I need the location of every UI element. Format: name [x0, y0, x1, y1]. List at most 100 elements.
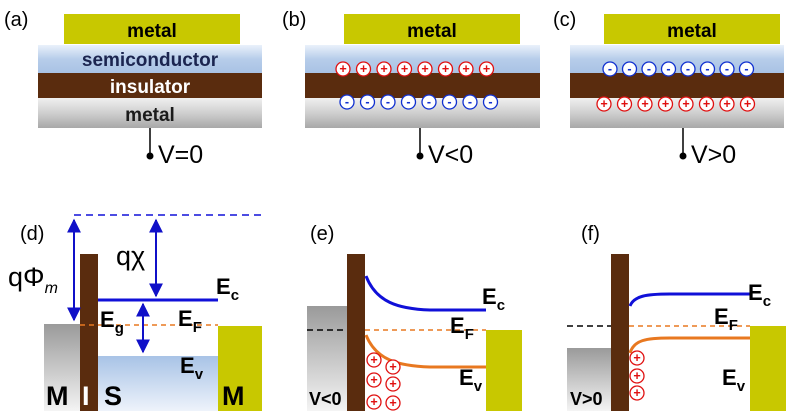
metal-gate-c: [604, 14, 780, 44]
contact-dot-b: [416, 152, 424, 160]
insulator-barrier-d: [80, 254, 98, 411]
valence-band-region-d: [98, 356, 218, 411]
positive-charge-sign: +: [370, 395, 377, 409]
panel-b: (b) metal + + + + + + + + - - - - - - - - V<0: [282, 9, 540, 169]
region-label-semiconductor: S: [104, 381, 122, 411]
panel-a: (a) metal semiconductor insulator metal …: [4, 9, 262, 169]
eg-label-d: Eg: [100, 307, 124, 337]
ec-label-e: Ec: [482, 284, 505, 314]
positive-charge-sign: +: [442, 62, 449, 76]
insulator-label-a: insulator: [110, 77, 191, 98]
positive-charge-circle: [437, 61, 454, 77]
positive-charge-sign: +: [389, 360, 396, 374]
metal-gate-label-b: metal: [407, 21, 457, 42]
negative-charge-circle: [738, 61, 755, 77]
insulator-layer-b: [305, 73, 540, 98]
negative-charge-circle: [380, 94, 396, 110]
positive-charge-circle: [366, 352, 382, 368]
region-label-metal-right: M: [222, 381, 245, 411]
negative-charge-sign: -: [744, 62, 748, 76]
conduction-band-curve-f: [628, 292, 750, 307]
positive-charge-sign: +: [370, 353, 377, 367]
positive-charge-sign: +: [703, 97, 710, 111]
positive-charge-sign: +: [600, 97, 607, 111]
positive-charge-sign: +: [483, 62, 490, 76]
positive-charge-circle: [629, 350, 645, 366]
ev-label-d: Ev: [180, 353, 204, 383]
negative-charge-circle: [359, 94, 376, 110]
metal-left-band-f: [567, 348, 611, 411]
contact-dot-c: [679, 152, 687, 160]
panel-e: (e) + + + + + + Ec EF Ev V<0: [307, 223, 522, 411]
positive-charge-sign: +: [389, 377, 396, 391]
positive-charge-sign: +: [370, 373, 377, 387]
ec-label-f: Ec: [748, 280, 771, 310]
panel-tag-b: (b): [282, 9, 306, 31]
valence-band-curve-f: [628, 336, 750, 354]
positive-charge-circle: [366, 372, 382, 388]
metal-right-band-e: [486, 330, 522, 411]
negative-charge-circle: [719, 61, 735, 77]
panel-f: (f) + + + Ec EF Ev V>0: [567, 223, 786, 411]
panel-d: (d) qΦm qχ Ec Eg EF Ev M I S M: [8, 214, 262, 411]
ec-label-d: Ec: [216, 274, 239, 304]
insulator-barrier-e: [347, 254, 365, 411]
negative-charge-sign: -: [345, 95, 349, 109]
positive-charge-sign: +: [744, 97, 751, 111]
voltage-label-f: V>0: [570, 389, 603, 409]
region-label-insulator: I: [82, 381, 90, 411]
insulator-barrier-f: [611, 254, 629, 411]
negative-charge-sign: -: [386, 95, 390, 109]
positive-charge-circle: [637, 96, 653, 112]
positive-charge-sign: +: [633, 351, 640, 365]
positive-charge-circle: [385, 376, 401, 392]
voltage-label-b: V<0: [428, 141, 473, 169]
negative-charge-sign: -: [608, 62, 612, 76]
panel-tag-a: (a): [4, 9, 28, 31]
conduction-band-curve-e: [364, 275, 486, 312]
positive-charge-circle: [355, 61, 372, 77]
voltage-label-e: V<0: [309, 389, 342, 409]
negative-charge-sign: -: [427, 95, 431, 109]
positive-charge-circle: [719, 96, 735, 112]
metal-left-band-e: [307, 306, 347, 411]
negative-charge-sign: -: [647, 62, 651, 76]
positive-charge-circle: [385, 359, 401, 375]
positive-charge-sign: +: [723, 97, 730, 111]
positive-charge-sign: +: [633, 386, 640, 400]
negative-charge-circle: [621, 61, 638, 77]
voltage-label-c: V>0: [691, 141, 736, 169]
positive-charge-sign: +: [621, 97, 628, 111]
positive-charge-circle: [629, 385, 645, 401]
voltage-label-a: V=0: [158, 141, 203, 169]
negative-charge-sign: -: [666, 62, 670, 76]
negative-charge-sign: -: [627, 62, 631, 76]
negative-charge-sign: -: [686, 62, 690, 76]
positive-charge-sign: +: [421, 62, 428, 76]
positive-charge-sign: +: [662, 97, 669, 111]
metal-bottom-a: [38, 98, 262, 128]
positive-charge-circle: [739, 96, 756, 112]
metal-bottom-label-a: metal: [125, 105, 175, 126]
positive-charge-circle: [629, 368, 645, 384]
positive-charge-circle: [396, 61, 413, 77]
positive-charge-sign: +: [462, 62, 469, 76]
positive-charge-circle: [417, 61, 433, 77]
panel-tag-d: (d): [20, 223, 44, 245]
panel-c: (c) metal - - - - - - - - + + + + + + + + V>0: [553, 9, 784, 169]
positive-charge-circle: [385, 395, 401, 411]
negative-charge-circle: [421, 94, 437, 110]
positive-charge-circle: [376, 61, 392, 77]
positive-charge-circle: [458, 61, 474, 77]
positive-charge-circle: [478, 61, 495, 77]
negative-charge-circle: [660, 61, 677, 77]
negative-charge-sign: -: [365, 95, 369, 109]
insulator-layer-a: [38, 73, 262, 98]
negative-charge-circle: [339, 94, 355, 110]
positive-charge-circle: [335, 61, 351, 77]
negative-charge-circle: [699, 61, 716, 77]
positive-charge-circle: [596, 96, 612, 112]
negative-charge-circle: [680, 61, 696, 77]
positive-charge-sign: +: [401, 62, 408, 76]
